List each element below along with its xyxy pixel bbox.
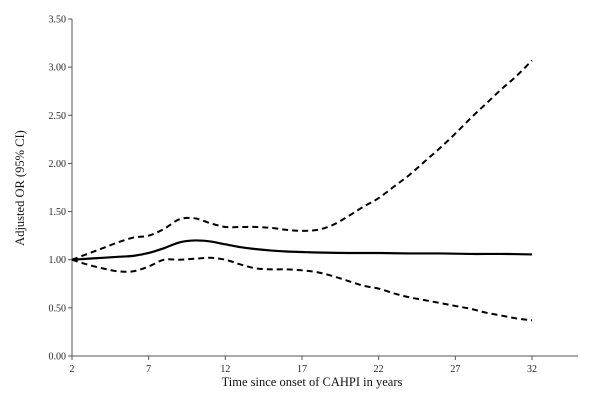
y-tick-label: 1.00 <box>49 255 67 266</box>
y-tick-label: 2.50 <box>49 111 67 122</box>
y-ticks: 0.00 0.50 1.00 1.50 2.00 2.50 3.00 3.50 <box>49 15 72 363</box>
y-tick-label: 2.00 <box>49 159 67 170</box>
x-tick-label: 22 <box>374 364 384 375</box>
y-tick-label: 1.50 <box>49 207 67 218</box>
series-line-estimate <box>71 239 533 261</box>
x-tick-label: 12 <box>220 364 230 375</box>
series-lines <box>71 59 533 322</box>
x-ticks: 2 7 12 17 22 27 32 <box>70 356 537 375</box>
y-tick-label: 0.00 <box>49 352 67 363</box>
y-tick-label: 0.50 <box>49 303 67 314</box>
x-tick-label: 27 <box>450 364 460 375</box>
series-line-upper-95-ci <box>71 59 533 261</box>
series-line-lower-95-ci <box>71 256 533 322</box>
x-tick-label: 32 <box>527 364 537 375</box>
plot-area: 0.000.501.001.502.002.503.003.50 2 7 12 17 2… <box>49 15 578 375</box>
y-tick-label: 3.50 <box>49 15 67 26</box>
y-tick-label: 3.00 <box>49 63 67 74</box>
x-tick-label: 2 <box>70 364 75 375</box>
x-axis-label: Time since onset of CAHPI in years <box>222 375 403 389</box>
y-axis-label: Adjusted OR (95% CI) <box>13 130 27 246</box>
x-tick-label: 7 <box>146 364 151 375</box>
x-tick-label: 17 <box>297 364 307 375</box>
